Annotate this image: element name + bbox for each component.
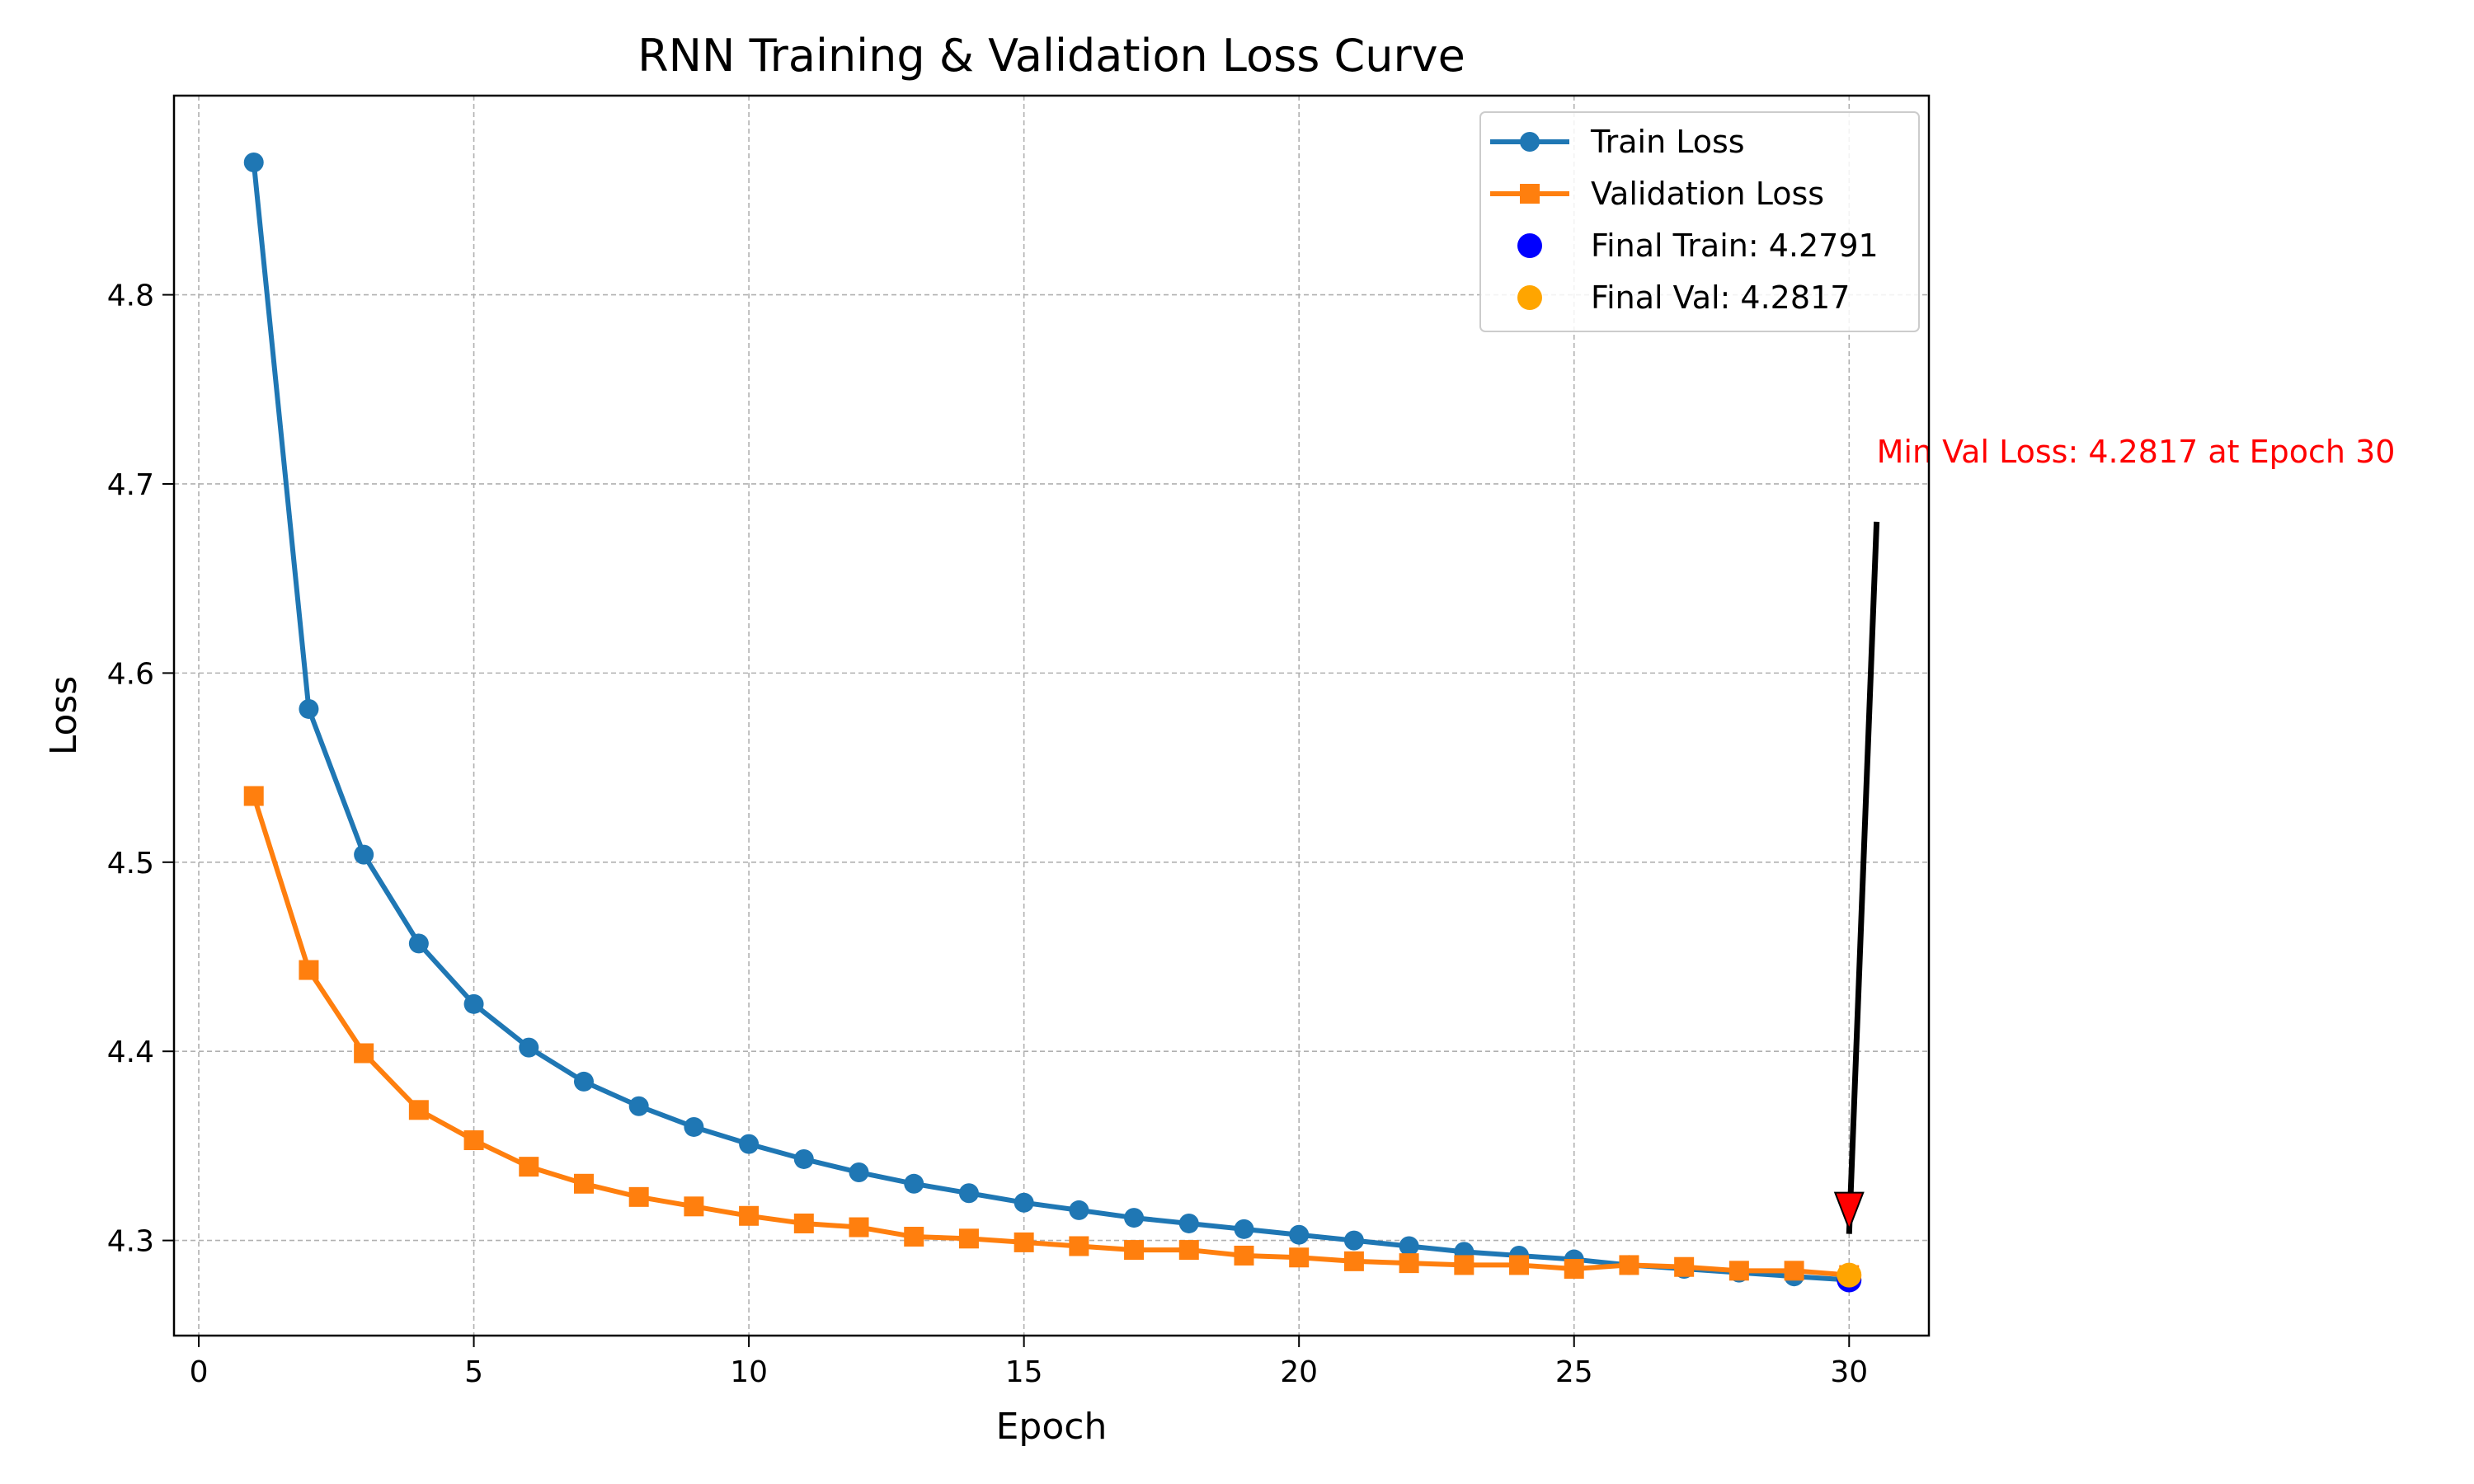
plot-frame (172, 94, 1931, 1337)
x-tick-label: 5 (464, 1355, 483, 1389)
legend-marker (1517, 233, 1542, 258)
data-point (354, 844, 374, 865)
y-tick-label: 4.4 (107, 1036, 154, 1069)
data-point (299, 698, 319, 719)
data-point (463, 993, 484, 1014)
data-point (849, 1162, 869, 1183)
data-point (739, 1205, 760, 1226)
y-tick-label: 4.7 (107, 468, 154, 502)
data-point (299, 960, 319, 980)
data-point (354, 1043, 374, 1064)
legend-entry: Validation Loss (1490, 176, 1824, 212)
legend-marker (1520, 132, 1540, 152)
data-point (958, 1183, 979, 1204)
y-tick-label: 4.3 (107, 1225, 154, 1259)
data-point (1509, 1255, 1530, 1275)
data-point (1289, 1247, 1310, 1268)
y-tick-label: 4.6 (107, 657, 154, 691)
legend-marker (1517, 285, 1542, 310)
data-point (1234, 1245, 1254, 1266)
x-tick-label: 15 (1005, 1355, 1043, 1389)
data-point (1124, 1208, 1145, 1228)
data-point (573, 1173, 594, 1194)
data-point (408, 933, 429, 954)
data-point (904, 1227, 924, 1247)
x-tick-label: 30 (1830, 1355, 1868, 1389)
final-val-point (1837, 1262, 1862, 1288)
data-point (793, 1148, 814, 1169)
x-tick-label: 25 (1555, 1355, 1593, 1389)
data-point (243, 152, 264, 172)
data-point (1124, 1240, 1145, 1261)
annotation-arrowhead (1833, 1191, 1865, 1232)
data-point (684, 1116, 704, 1137)
y-tick-label: 4.8 (107, 279, 154, 313)
data-point (1454, 1255, 1475, 1275)
data-point (739, 1134, 760, 1154)
data-point (1343, 1251, 1364, 1271)
data-point (463, 1130, 484, 1151)
annotation-text: Min Val Loss: 4.2817 at Epoch 30 (1877, 434, 2396, 470)
x-axis-label: Epoch (996, 1406, 1108, 1448)
data-point (628, 1186, 649, 1207)
data-point (573, 1071, 594, 1092)
x-tick-label: 10 (730, 1355, 768, 1389)
data-point (1619, 1255, 1639, 1275)
grid-lines (174, 96, 1929, 1336)
data-point (1289, 1224, 1310, 1245)
data-point (519, 1037, 539, 1058)
data-point (1178, 1213, 1199, 1233)
legend-label: Train Loss (1590, 124, 1745, 160)
chart-title: RNN Training & Validation Loss Curve (637, 30, 1465, 82)
data-point (519, 1157, 539, 1177)
data-point (1014, 1232, 1034, 1252)
data-point (1234, 1219, 1254, 1239)
data-point (958, 1228, 979, 1249)
legend-entry: Final Train: 4.2791 (1517, 228, 1879, 264)
data-point (1729, 1261, 1749, 1281)
x-tick-label: 20 (1280, 1355, 1318, 1389)
x-tick-label: 0 (190, 1355, 209, 1389)
legend-label: Validation Loss (1591, 176, 1824, 212)
legend-entry: Final Val: 4.2817 (1517, 279, 1850, 316)
data-point (628, 1096, 649, 1116)
y-axis-label: Loss (43, 676, 85, 756)
x-axis-ticks: 0 5 10 15 20 25 30 (190, 1336, 1868, 1389)
data-point (1564, 1259, 1584, 1280)
data-point (408, 1100, 429, 1120)
data-point (1014, 1192, 1034, 1213)
series-validation-loss (243, 786, 1860, 1285)
data-point (1343, 1230, 1364, 1251)
data-point (904, 1173, 924, 1194)
annotation-arrow-shaft (1846, 521, 1880, 1234)
data-point (1178, 1240, 1199, 1261)
y-tick-label: 4.5 (107, 847, 154, 881)
legend-entry: Train Loss (1490, 124, 1745, 160)
annotation-layer: Min Val Loss: 4.2817 at Epoch 30 (1833, 434, 2396, 1234)
data-point (1674, 1256, 1695, 1277)
legend-label: Final Val: 4.2817 (1591, 279, 1850, 316)
data-point (1784, 1261, 1804, 1281)
data-point (1069, 1200, 1089, 1220)
legend: Train Loss Validation Loss Final Train: 4.… (1479, 111, 1920, 332)
data-point (793, 1213, 814, 1233)
legend-marker (1520, 184, 1540, 204)
legend-box (1479, 111, 1920, 332)
data-point (849, 1217, 869, 1237)
data-point (684, 1196, 704, 1217)
data-point (1069, 1236, 1089, 1256)
legend-label: Final Train: 4.2791 (1591, 228, 1879, 264)
data-point (1399, 1253, 1419, 1274)
data-point (1399, 1236, 1419, 1256)
series-layer (243, 152, 1862, 1293)
y-axis-ticks: 4.3 4.4 4.5 4.6 4.7 4.8 (107, 279, 174, 1259)
data-point (243, 786, 264, 806)
